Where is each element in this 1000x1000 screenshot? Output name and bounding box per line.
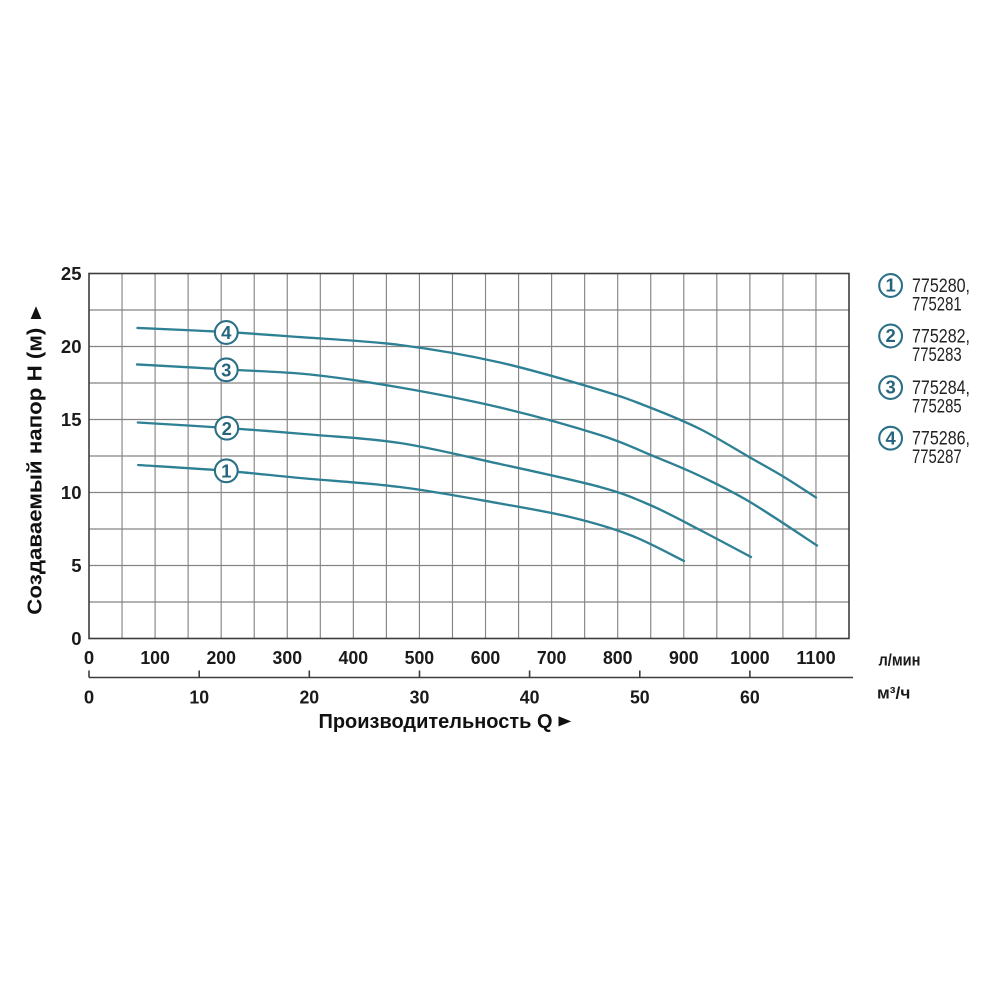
svg-text:30: 30 (410, 687, 430, 708)
svg-text:400: 400 (339, 647, 369, 668)
svg-text:м³/ч: м³/ч (877, 684, 910, 703)
svg-text:1100: 1100 (796, 647, 835, 668)
svg-text:3: 3 (885, 377, 895, 398)
svg-text:0: 0 (84, 687, 94, 708)
svg-text:л/мин: л/мин (879, 651, 921, 670)
svg-text:500: 500 (405, 647, 435, 668)
svg-text:0: 0 (71, 628, 81, 649)
svg-text:50: 50 (630, 687, 650, 708)
svg-text:700: 700 (537, 647, 567, 668)
svg-text:5: 5 (71, 555, 81, 576)
svg-text:2: 2 (885, 325, 895, 346)
svg-text:800: 800 (603, 647, 633, 668)
svg-text:775286,: 775286, (912, 429, 970, 450)
svg-text:3: 3 (221, 360, 231, 381)
svg-text:775280,: 775280, (912, 276, 970, 297)
svg-text:775285: 775285 (912, 396, 962, 417)
svg-text:1: 1 (221, 461, 231, 482)
svg-text:20: 20 (61, 336, 82, 357)
svg-text:10: 10 (189, 687, 209, 708)
svg-text:775284,: 775284, (912, 378, 970, 399)
svg-text:600: 600 (471, 647, 501, 668)
svg-text:775287: 775287 (912, 447, 962, 468)
svg-text:100: 100 (140, 647, 170, 668)
svg-text:200: 200 (206, 647, 236, 668)
svg-text:60: 60 (740, 687, 760, 708)
svg-text:300: 300 (273, 647, 303, 668)
svg-text:15: 15 (61, 409, 82, 430)
svg-text:4: 4 (885, 427, 896, 448)
svg-text:10: 10 (61, 482, 82, 503)
svg-text:1000: 1000 (730, 647, 769, 668)
svg-text:20: 20 (299, 687, 319, 708)
svg-text:40: 40 (520, 687, 540, 708)
svg-text:775281: 775281 (912, 294, 962, 315)
svg-text:Создаваемый напор H (м): Создаваемый напор H (м) (23, 328, 46, 615)
svg-text:775282,: 775282, (912, 326, 970, 347)
svg-text:900: 900 (669, 647, 699, 668)
svg-text:1: 1 (885, 275, 895, 296)
svg-text:Производительность Q: Производительность Q (319, 710, 553, 733)
svg-text:25: 25 (61, 263, 82, 284)
svg-text:2: 2 (222, 418, 232, 439)
svg-text:0: 0 (84, 647, 94, 668)
svg-text:4: 4 (221, 322, 232, 343)
svg-text:775283: 775283 (912, 345, 962, 366)
